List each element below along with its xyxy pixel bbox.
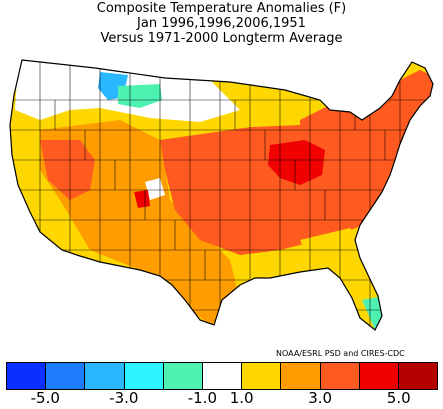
- division-boundaries: [10, 60, 433, 330]
- legend-swatch-6: [242, 363, 282, 389]
- legend-swatch-10: [398, 363, 438, 389]
- legend-swatch-9: [359, 363, 399, 389]
- us-outline: [9, 59, 434, 331]
- region-cool-montana-b: [118, 84, 162, 108]
- legend-tick-2: -1.0: [187, 389, 217, 407]
- us-anomaly-map: [9, 59, 434, 331]
- legend-tick-0: -5.0: [30, 389, 60, 407]
- color-legend: [6, 362, 438, 390]
- legend-swatch-5: [202, 363, 243, 389]
- region-warm3-great-basin: [40, 140, 95, 200]
- region-warm4-utah: [134, 190, 150, 208]
- legend-swatch-8: [320, 363, 360, 389]
- legend-swatch-3: [124, 363, 164, 389]
- region-warm4-ohio-valley: [268, 140, 325, 185]
- legend-swatch-1: [46, 363, 86, 389]
- map-baseline: Versus 1971-2000 Longterm Average: [100, 31, 343, 46]
- legend-swatch-2: [85, 363, 125, 389]
- legend-tick-5: 5.0: [386, 389, 411, 407]
- legend-swatch-7: [281, 363, 321, 389]
- legend-tick-3: 1.0: [229, 389, 254, 407]
- map-title: Composite Temperature Anomalies (F): [96, 1, 347, 16]
- legend-swatch-0: [7, 363, 47, 389]
- legend-tick-1: -3.0: [109, 389, 139, 407]
- credit-label: NOAA/ESRL PSD and CIRES-CDC: [276, 349, 405, 358]
- legend-swatch-4: [163, 363, 203, 389]
- legend-tick-4: 3.0: [308, 389, 333, 407]
- map-subtitle: Jan 1996,1996,2006,1951: [137, 16, 306, 31]
